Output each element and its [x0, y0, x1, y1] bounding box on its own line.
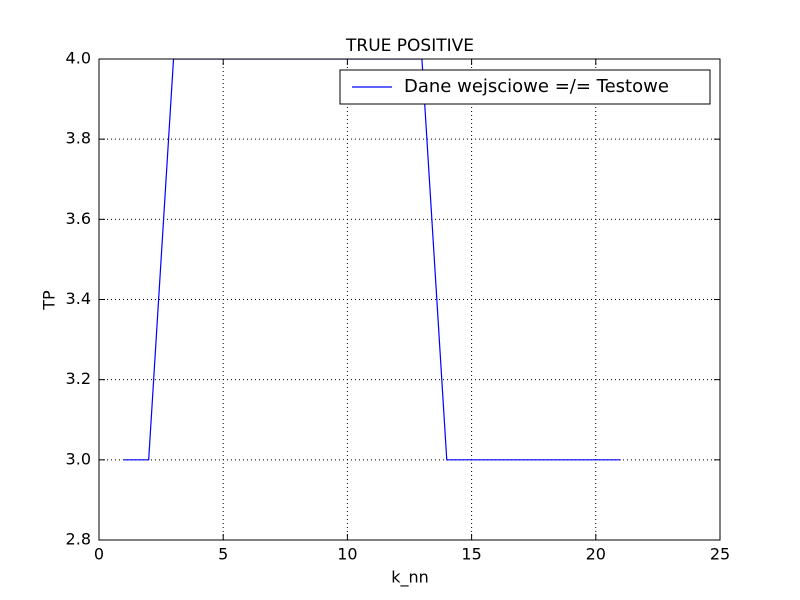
legend-label: Dane wejsciowe =/= Testowe — [404, 76, 669, 97]
y-tick-label: 4.0 — [66, 49, 91, 68]
y-tick-label: 3.2 — [66, 369, 91, 388]
y-tick-label: 3.6 — [66, 209, 91, 228]
y-tick-label: 2.8 — [66, 530, 91, 549]
y-tick-label: 3.0 — [66, 449, 91, 468]
x-tick-label: 0 — [94, 545, 104, 564]
plot-area — [123, 59, 621, 461]
y-axis-label: TP — [40, 290, 59, 311]
x-tick-label: 10 — [337, 545, 357, 564]
x-tick-label: 25 — [710, 545, 730, 564]
data-line — [123, 59, 621, 461]
legend-box — [339, 69, 711, 105]
legend: Dane wejsciowe =/= Testowe — [339, 69, 711, 105]
x-tick-label: 20 — [586, 545, 606, 564]
x-axis-label: k_nn — [391, 568, 429, 588]
chart-title: TRUE POSITIVE — [345, 36, 474, 56]
y-tick-label: 3.4 — [66, 289, 91, 308]
plot-frame — [98, 58, 721, 541]
x-tick-label: 15 — [461, 545, 481, 564]
x-tick-label: 5 — [218, 545, 228, 564]
y-tick-label: 3.8 — [66, 129, 91, 148]
